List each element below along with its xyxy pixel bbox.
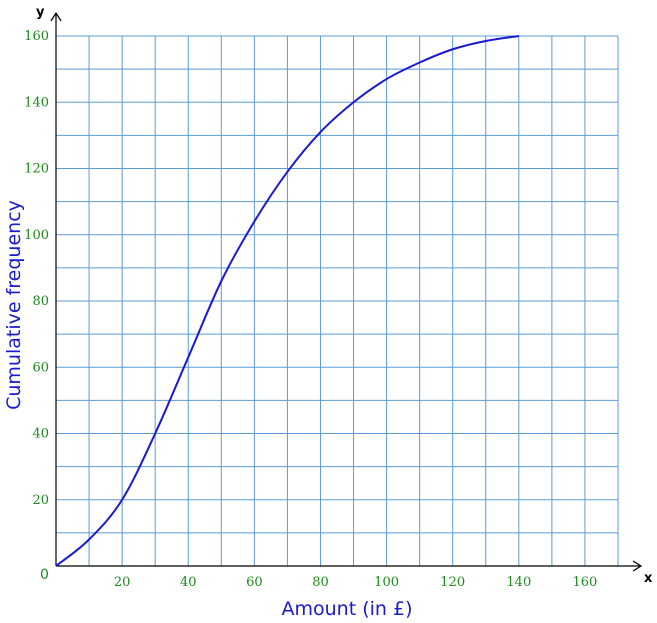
x-axis-title: Amount (in £) [282,598,413,620]
x-tick-label: 100 [374,575,399,590]
x-tick-label: 120 [440,575,465,590]
y-axis-title: Cumulative frequency [3,200,25,410]
x-tick-label: 160 [573,575,598,590]
y-tick-label: 140 [24,95,49,110]
y-axis-letter: y [36,5,45,20]
y-axis-arrow [50,11,62,22]
cumulative-frequency-line [55,35,519,567]
y-tick-label: 100 [24,228,49,243]
x-tick-label: 140 [506,575,531,590]
y-tick-label: 40 [32,427,49,442]
x-tick-label: 40 [180,575,197,590]
y-tick-label: 80 [32,294,49,309]
y-tick-label: 120 [24,162,49,177]
axes [50,11,643,572]
x-tick-label: 20 [114,575,131,590]
y-tick-label: 60 [32,360,49,375]
x-axis-arrow [632,560,643,572]
grid [56,35,619,566]
origin-label: 0 [40,567,49,583]
x-tick-label: 80 [312,575,329,590]
x-axis-letter: x [644,571,653,586]
series-curve [55,35,519,567]
x-tick-label: 60 [246,575,263,590]
y-tick-label: 160 [24,29,49,44]
tick-labels: 20 40 60 80 100 120 140 160 20 40 60 80 100 120 140 160 [24,29,597,590]
y-tick-label: 20 [32,493,49,508]
